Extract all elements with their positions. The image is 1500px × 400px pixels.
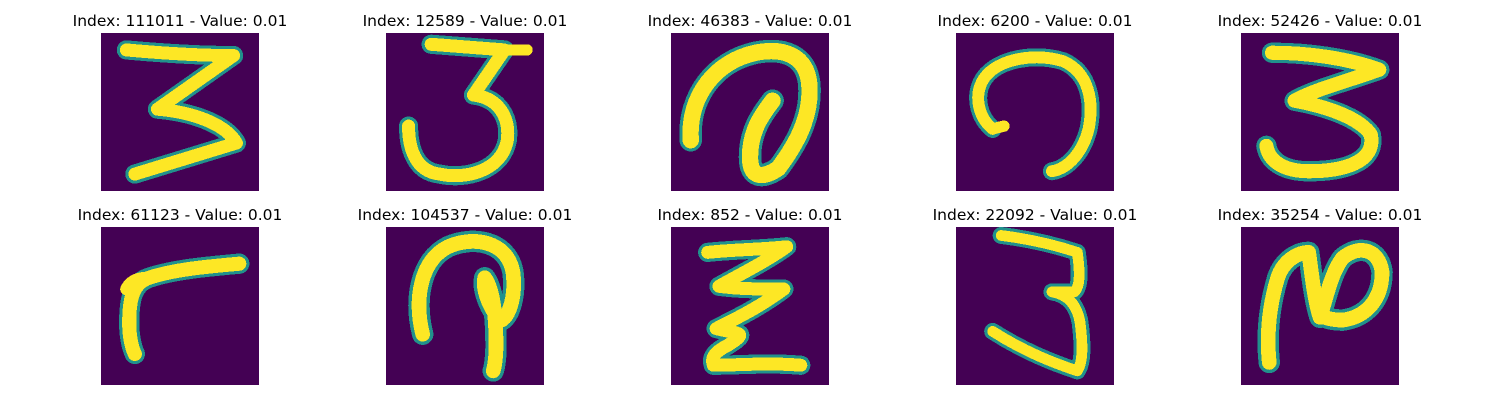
- image-panel-6: Index: 61123 - Value: 0.01: [60, 205, 300, 385]
- digit-image: [956, 33, 1114, 191]
- image-panel-10: Index: 35254 - Value: 0.01: [1200, 205, 1440, 385]
- digit-image: [956, 227, 1114, 385]
- panel-title: Index: 46383 - Value: 0.01: [647, 12, 853, 30]
- panel-title: Index: 104537 - Value: 0.01: [357, 206, 573, 224]
- digit-image: [386, 33, 544, 191]
- image-panel-5: Index: 52426 - Value: 0.01: [1200, 11, 1440, 191]
- panel-title: Index: 61123 - Value: 0.01: [77, 206, 283, 224]
- panel-title: Index: 52426 - Value: 0.01: [1217, 12, 1423, 30]
- image-panel-8: Index: 852 - Value: 0.01: [630, 205, 870, 385]
- panel-title: Index: 12589 - Value: 0.01: [362, 12, 568, 30]
- digit-image: [1241, 227, 1399, 385]
- image-panel-3: Index: 46383 - Value: 0.01: [630, 11, 870, 191]
- panel-title: Index: 852 - Value: 0.01: [657, 206, 843, 224]
- digit-image: [386, 227, 544, 385]
- digit-image: [671, 227, 829, 385]
- digit-image: [101, 33, 259, 191]
- digit-image: [671, 33, 829, 191]
- digit-image: [101, 227, 259, 385]
- image-panel-9: Index: 22092 - Value: 0.01: [915, 205, 1155, 385]
- panel-title: Index: 6200 - Value: 0.01: [937, 12, 1133, 30]
- panel-title: Index: 111011 - Value: 0.01: [72, 12, 288, 30]
- digit-image: [1241, 33, 1399, 191]
- image-panel-4: Index: 6200 - Value: 0.01: [915, 11, 1155, 191]
- panel-title: Index: 22092 - Value: 0.01: [932, 206, 1138, 224]
- image-panel-7: Index: 104537 - Value: 0.01: [345, 205, 585, 385]
- image-panel-1: Index: 111011 - Value: 0.01: [60, 11, 300, 191]
- image-panel-2: Index: 12589 - Value: 0.01: [345, 11, 585, 191]
- panel-title: Index: 35254 - Value: 0.01: [1217, 206, 1423, 224]
